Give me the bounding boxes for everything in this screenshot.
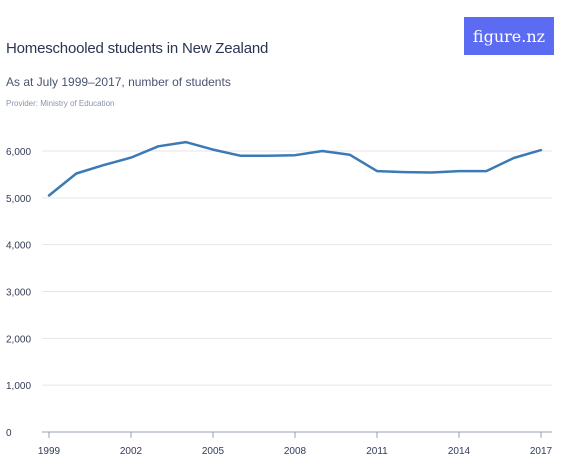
data-point	[348, 154, 350, 156]
data-point	[157, 145, 159, 147]
data-point	[512, 157, 514, 159]
y-tick-label: 1,000	[6, 381, 31, 392]
data-point	[102, 164, 104, 166]
data-provider: Provider: Ministry of Education	[6, 99, 115, 108]
chart-title: Homeschooled students in New Zealand	[6, 40, 269, 57]
x-tick-label: 2014	[448, 446, 471, 457]
y-tick-label: 4,000	[6, 241, 31, 252]
y-tick-label: 3,000	[6, 288, 31, 299]
chart-subtitle: As at July 1999–2017, number of students	[6, 75, 231, 89]
y-tick-label: 6,000	[6, 147, 31, 158]
x-tick-label: 1999	[38, 446, 61, 457]
y-axis-labels: 0 1,000 2,000 3,000 4,000 5,000 6,000	[6, 147, 31, 439]
data-point	[130, 156, 132, 158]
data-point	[403, 171, 405, 173]
figure-nz-logo[interactable]: figure.nz	[464, 17, 554, 55]
data-point	[540, 149, 542, 151]
data-point	[75, 172, 77, 174]
x-axis	[42, 431, 552, 438]
data-point	[48, 194, 50, 196]
data-point	[266, 154, 268, 156]
x-axis-labels: 1999 2002 2005 2008 2011 2014 2017	[38, 446, 553, 457]
x-tick-label: 2011	[366, 446, 388, 457]
y-tick-label: 0	[6, 428, 12, 439]
x-tick-label: 2005	[202, 446, 225, 457]
data-point	[430, 171, 432, 173]
data-point	[376, 170, 378, 172]
data-point	[212, 148, 214, 150]
x-tick-label: 2002	[120, 446, 143, 457]
x-tick-label: 2008	[284, 446, 307, 457]
data-point	[294, 154, 296, 156]
x-tick-label: 2017	[530, 446, 553, 457]
data-point	[485, 170, 487, 172]
data-point	[321, 150, 323, 152]
data-point	[458, 170, 460, 172]
data-point	[184, 141, 186, 143]
gridlines	[42, 150, 552, 386]
series-layer	[47, 140, 543, 197]
series-line	[47, 140, 543, 197]
y-tick-label: 2,000	[6, 334, 31, 345]
data-point	[239, 154, 241, 156]
y-tick-label: 5,000	[6, 194, 31, 205]
